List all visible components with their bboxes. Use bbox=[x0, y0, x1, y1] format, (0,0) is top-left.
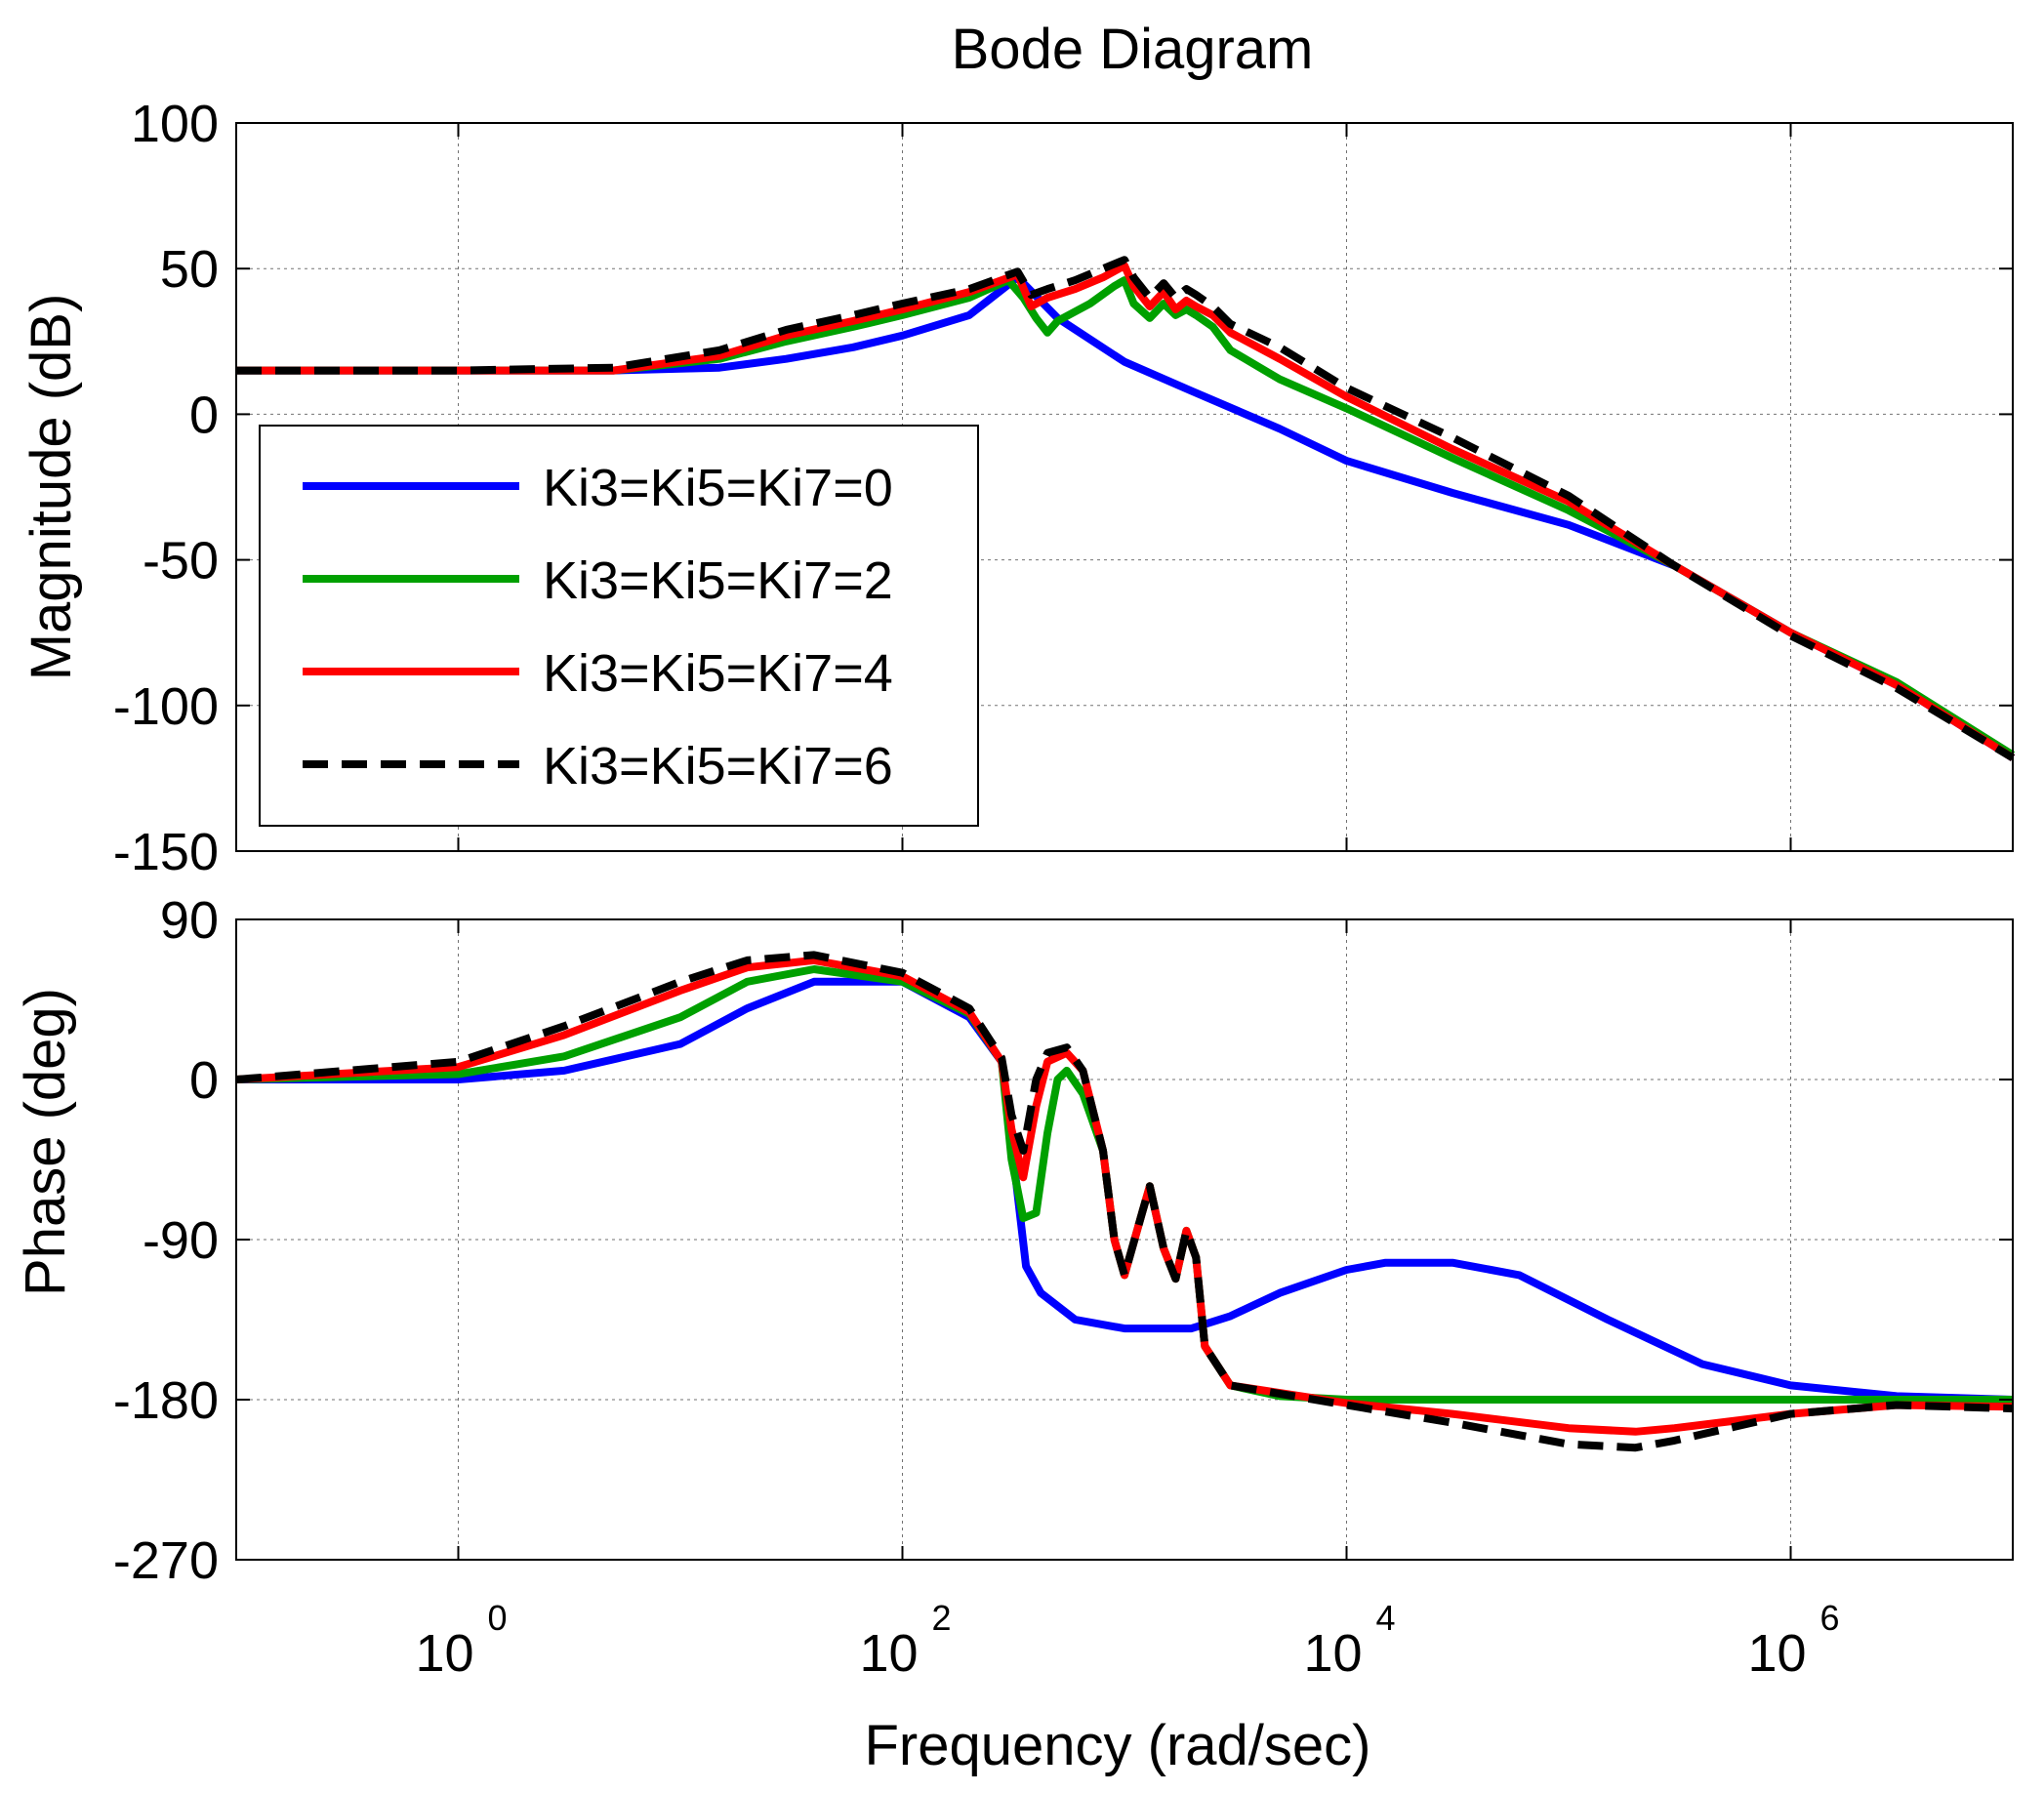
legend-label-ki6: Ki3=Ki5=Ki7=6 bbox=[543, 737, 893, 795]
phase-y-ticks: 90 0 -90 -180 -270 bbox=[113, 891, 2013, 1590]
magnitude-y-tick-label: -150 bbox=[113, 823, 219, 881]
magnitude-y-tick-label: -50 bbox=[143, 532, 219, 591]
x-tick-label-base: 10 bbox=[415, 1624, 473, 1683]
phase-line-ki6 bbox=[235, 951, 2014, 1452]
magnitude-y-tick-label: 100 bbox=[131, 95, 219, 153]
magnitude-y-ticks: 100 50 0 -50 -100 -150 bbox=[113, 95, 2013, 881]
legend-label-ki4: Ki3=Ki5=Ki7=4 bbox=[543, 644, 893, 703]
legend-label-ki0: Ki3=Ki5=Ki7=0 bbox=[543, 459, 893, 517]
x-tick-label-exponent: 0 bbox=[488, 1598, 508, 1638]
x-tick-label-base: 10 bbox=[1303, 1624, 1362, 1683]
legend-box bbox=[259, 425, 979, 827]
legend-label-ki2: Ki3=Ki5=Ki7=2 bbox=[543, 551, 893, 610]
chart-title: Bode Diagram bbox=[952, 18, 1314, 81]
phase-panel: 90 0 -90 -180 -270 Phase (deg) bbox=[14, 891, 2014, 1590]
magnitude-frame bbox=[235, 122, 2014, 852]
phase-grid bbox=[236, 919, 2013, 1560]
x-ticks: 10 0 10 2 10 4 10 6 bbox=[415, 1598, 1839, 1683]
magnitude-line-ki4 bbox=[236, 262, 2016, 761]
phase-y-tick-label: 90 bbox=[160, 891, 219, 950]
x-axis-label: Frequency (rad/sec) bbox=[865, 1714, 1371, 1777]
magnitude-lines bbox=[236, 256, 2016, 761]
phase-lines bbox=[235, 951, 2014, 1452]
magnitude-y-tick-label: -100 bbox=[113, 677, 219, 736]
magnitude-line-ki2 bbox=[236, 276, 2016, 758]
magnitude-y-tick-label: 0 bbox=[189, 386, 219, 444]
x-tick-label-exponent: 6 bbox=[1820, 1598, 1840, 1638]
legend: Ki3=Ki5=Ki7=0 Ki3=Ki5=Ki7=2 Ki3=Ki5=Ki7=… bbox=[259, 425, 979, 827]
magnitude-y-label: Magnitude (dB) bbox=[20, 294, 83, 681]
phase-y-label: Phase (deg) bbox=[14, 988, 77, 1296]
magnitude-panel: 100 50 0 -50 -100 -150 Magnitude (dB) Ki3=Ki5… bbox=[20, 95, 2016, 881]
x-tick-label-exponent: 2 bbox=[932, 1598, 952, 1638]
x-tick-label-base: 10 bbox=[859, 1624, 918, 1683]
magnitude-y-tick-label: 50 bbox=[160, 240, 219, 299]
x-tick-label-exponent: 4 bbox=[1376, 1598, 1396, 1638]
x-tick-label-base: 10 bbox=[1747, 1624, 1806, 1683]
phase-y-tick-label: -270 bbox=[113, 1531, 219, 1590]
phase-y-tick-label: -90 bbox=[143, 1211, 219, 1270]
phase-y-tick-label: -180 bbox=[113, 1371, 219, 1430]
phase-line-ki0 bbox=[236, 977, 2014, 1404]
phase-y-tick-label: 0 bbox=[189, 1051, 219, 1110]
magnitude-line-ki6 bbox=[236, 256, 2016, 761]
